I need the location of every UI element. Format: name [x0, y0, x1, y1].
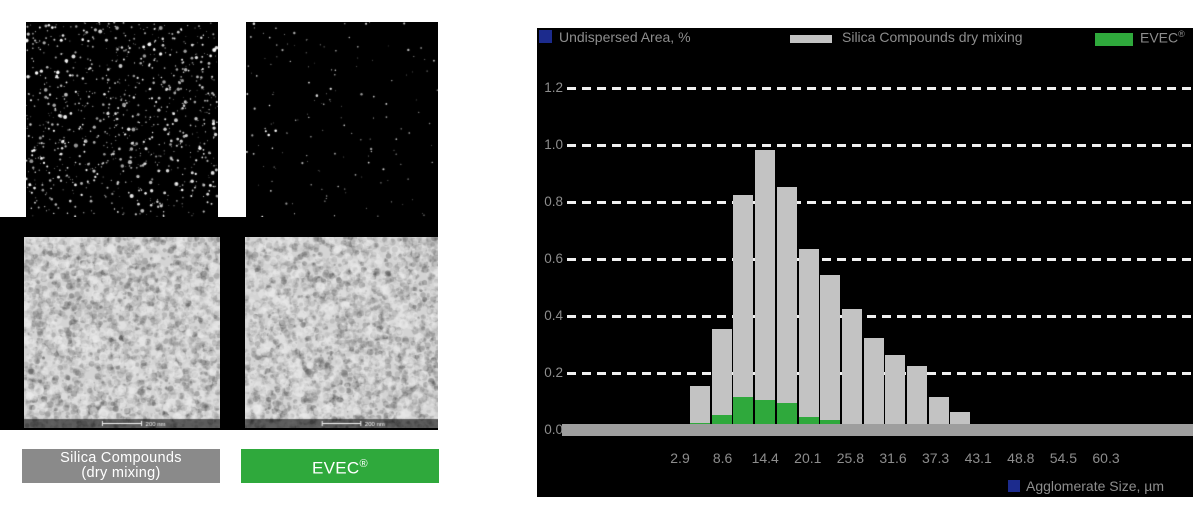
x-tick-label: 14.4 [751, 450, 779, 466]
y-tick-label: 0.2 [544, 365, 563, 380]
bar-silica [798, 249, 819, 426]
bar-evec [820, 420, 841, 426]
bar-silica [863, 338, 884, 426]
gridline-y-0.8 [567, 201, 1193, 204]
bar-silica [776, 187, 797, 426]
x-tick-label: 54.5 [1049, 450, 1078, 466]
caption-dry-mixing: Silica Compounds (dry mixing) [22, 449, 220, 483]
bar-silica [690, 386, 710, 426]
gridline-y-0.4 [567, 315, 1193, 318]
x-tick-label: 48.8 [1007, 450, 1035, 466]
dispersion-image-dry-mixing [26, 22, 218, 217]
y-tick-label: 0.6 [544, 251, 563, 266]
bar-evec [755, 400, 776, 426]
bar-silica [950, 412, 971, 426]
tem-image-evec [245, 237, 438, 428]
caption-evec-label: EVEC® [312, 457, 368, 478]
caption-dry-mixing-line2: (dry mixing) [81, 465, 161, 481]
legend-marker-agglomerate-icon [1008, 480, 1020, 492]
legend-label-silica: Silica Compounds dry mixing [842, 29, 1023, 45]
bar-silica [841, 309, 862, 426]
bar-silica [711, 329, 732, 426]
x-axis-line [562, 424, 1193, 436]
bar-silica [820, 275, 841, 426]
legend-label-undispersed: Undispersed Area, % [559, 29, 691, 45]
legend-marker-evec-icon [1095, 33, 1133, 46]
x-tick-label: 60.3 [1092, 450, 1120, 466]
bar-silica [907, 366, 927, 426]
x-tick-label: 2.9 [670, 450, 690, 466]
dispersion-image-evec [246, 22, 438, 217]
bar-evec [711, 415, 732, 426]
x-tick-label: 31.6 [879, 450, 907, 466]
bar-evec [776, 403, 797, 426]
x-tick-label: 25.8 [836, 450, 865, 466]
y-tick-label: 0.4 [544, 308, 563, 323]
bar-chart-panel: Undispersed Area, % Silica Compounds dry… [537, 28, 1193, 497]
legend-marker-undispersed-icon [539, 30, 552, 43]
y-tick-label: 1.0 [544, 137, 563, 152]
x-tick-label: 8.6 [712, 450, 733, 466]
gridline-y-1.0 [567, 144, 1193, 147]
y-tick-label: 0.0 [544, 422, 563, 437]
legend-label-evec: EVEC® [1140, 29, 1185, 46]
bar-silica [755, 150, 776, 426]
legend-marker-silica-icon [790, 35, 832, 43]
bar-silica [733, 195, 754, 426]
x-tick-label: 43.1 [964, 450, 992, 466]
bar-evec [798, 417, 819, 426]
y-tick-label: 1.2 [544, 80, 563, 95]
x-tick-label: 37.3 [921, 450, 950, 466]
x-axis-title: Agglomerate Size, µm [1026, 478, 1165, 494]
tem-image-dry-mixing [24, 237, 220, 428]
x-tick-label: 20.1 [794, 450, 822, 466]
caption-dry-mixing-line1: Silica Compounds [60, 450, 182, 466]
bar-silica [885, 355, 906, 426]
bar-evec [733, 397, 754, 426]
caption-evec: EVEC® [241, 449, 439, 483]
gridline-y-0.6 [567, 258, 1193, 261]
bar-silica [928, 397, 949, 426]
y-tick-label: 0.8 [544, 194, 563, 209]
gridline-y-1.2 [567, 87, 1193, 90]
